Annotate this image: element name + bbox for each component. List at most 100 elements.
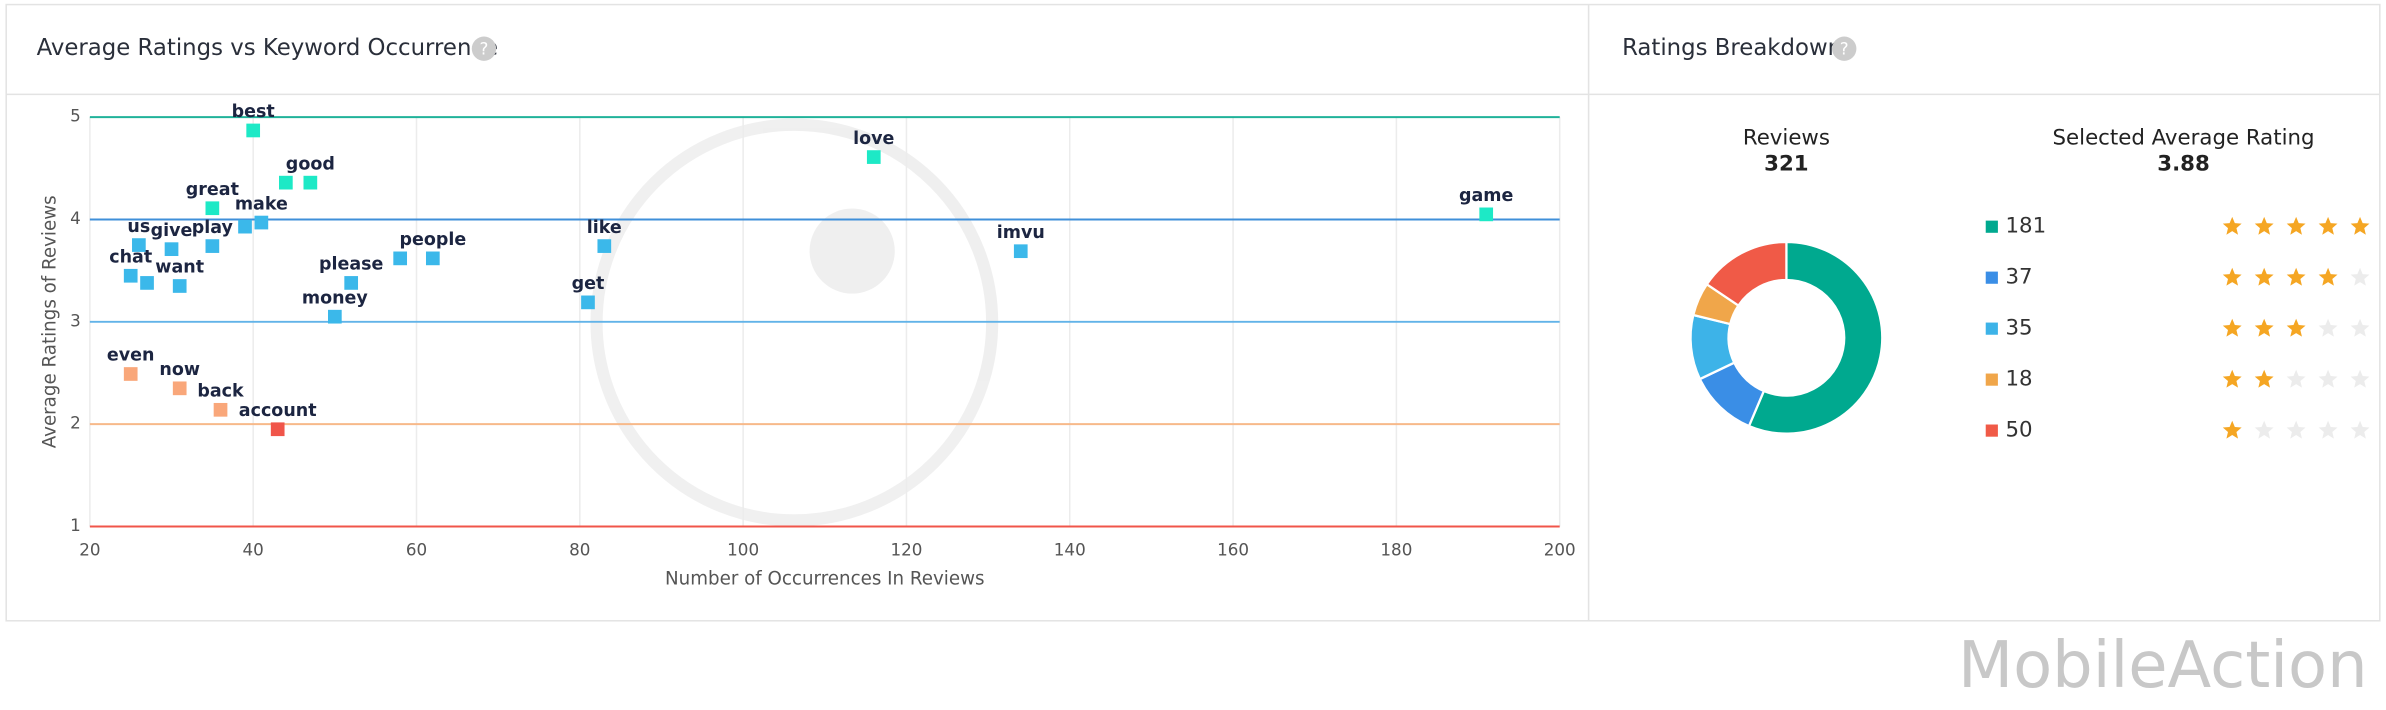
y-tick-label: 1 — [70, 515, 81, 535]
star — [2318, 420, 2338, 439]
legend-count: 181 — [2006, 214, 2047, 239]
point-label: get — [572, 274, 605, 294]
star-rating — [2222, 318, 2370, 337]
y-axis-label: Average Ratings of Reviews — [39, 195, 60, 448]
point-label: like — [587, 218, 622, 238]
star-rating — [2222, 267, 2370, 286]
point — [581, 295, 595, 310]
x-tick-label: 180 — [1380, 539, 1412, 559]
x-tick-label: 120 — [890, 539, 922, 559]
legend-count: 18 — [2006, 367, 2033, 392]
point — [238, 219, 252, 234]
point — [303, 175, 318, 190]
point-label: money — [302, 288, 369, 308]
star — [2318, 369, 2338, 388]
star — [2254, 216, 2274, 235]
point — [279, 175, 293, 190]
point — [123, 268, 138, 283]
star — [2222, 267, 2242, 286]
point — [425, 251, 440, 266]
point-label: us — [127, 217, 150, 237]
average-value: 3.88 — [2157, 151, 2210, 176]
star — [2350, 216, 2370, 235]
point — [172, 381, 187, 396]
x-tick-label: 140 — [1054, 539, 1086, 559]
point-label: give — [151, 221, 193, 241]
point-label: love — [853, 129, 894, 149]
x-tick-label: 160 — [1217, 539, 1249, 559]
star — [2222, 216, 2242, 235]
legend-count: 50 — [2006, 418, 2033, 443]
help-mark: ? — [1840, 39, 1849, 59]
point-label: play — [192, 218, 234, 238]
point-label: back — [197, 382, 244, 402]
average-label: Selected Average Rating — [2053, 125, 2315, 150]
point — [246, 123, 261, 138]
panel-title: Ratings Breakdown — [1622, 35, 1842, 61]
point — [123, 367, 138, 381]
star — [2286, 267, 2306, 286]
chart-title: Average Ratings vs Keyword Occurrence — [37, 35, 498, 61]
star — [2350, 420, 2370, 439]
star-rating — [2222, 369, 2370, 388]
y-tick-label: 5 — [70, 106, 81, 126]
y-tick-label: 3 — [70, 310, 81, 330]
point-label: account — [239, 401, 317, 421]
star — [2254, 318, 2274, 337]
legend-swatch — [1985, 424, 1998, 437]
point — [164, 242, 179, 257]
x-axis-label: Number of Occurrences In Reviews — [665, 569, 985, 590]
point — [866, 150, 881, 164]
star — [2222, 420, 2242, 439]
point — [1013, 244, 1028, 259]
point — [205, 239, 220, 253]
star — [2350, 369, 2370, 388]
legend-swatch — [1985, 373, 1998, 386]
point — [597, 239, 612, 253]
point — [270, 422, 285, 437]
legend-swatch — [1985, 322, 1998, 335]
x-tick-label: 60 — [406, 539, 427, 559]
point — [393, 251, 408, 266]
help-icon[interactable] — [471, 36, 497, 61]
point-label: imvu — [997, 223, 1045, 243]
point — [254, 215, 269, 230]
point-label: please — [319, 255, 384, 275]
help-mark: ? — [480, 39, 489, 59]
star — [2318, 216, 2338, 235]
star — [2318, 318, 2338, 337]
star — [2254, 420, 2274, 439]
legend-count: 35 — [2006, 316, 2033, 341]
point — [140, 276, 154, 290]
star — [2286, 420, 2306, 439]
star — [2286, 216, 2306, 235]
donut-slice — [1705, 240, 1788, 308]
star — [2222, 318, 2242, 337]
star — [2318, 267, 2338, 286]
point-label: make — [235, 194, 288, 214]
card — [5, 3, 2381, 622]
x-tick-label: 200 — [1544, 539, 1576, 559]
point-label: even — [107, 346, 155, 366]
x-tick-label: 20 — [79, 539, 100, 559]
point-label: chat — [109, 248, 152, 268]
help-icon[interactable] — [1832, 36, 1857, 61]
star — [2286, 369, 2306, 388]
watermark: MobileAction — [1958, 629, 2368, 703]
point — [213, 402, 228, 417]
star-rating — [2222, 216, 2370, 235]
x-tick-label: 40 — [243, 539, 264, 559]
star — [2222, 369, 2242, 388]
point-label: people — [399, 230, 466, 250]
star — [2350, 267, 2370, 286]
point-label: want — [155, 258, 204, 278]
x-tick-label: 80 — [569, 539, 590, 559]
point — [205, 201, 220, 216]
point — [1479, 207, 1494, 222]
point-label: best — [232, 102, 275, 122]
point-label: now — [159, 360, 200, 380]
point — [132, 238, 146, 252]
y-tick-label: 2 — [70, 413, 81, 433]
point — [172, 279, 187, 293]
